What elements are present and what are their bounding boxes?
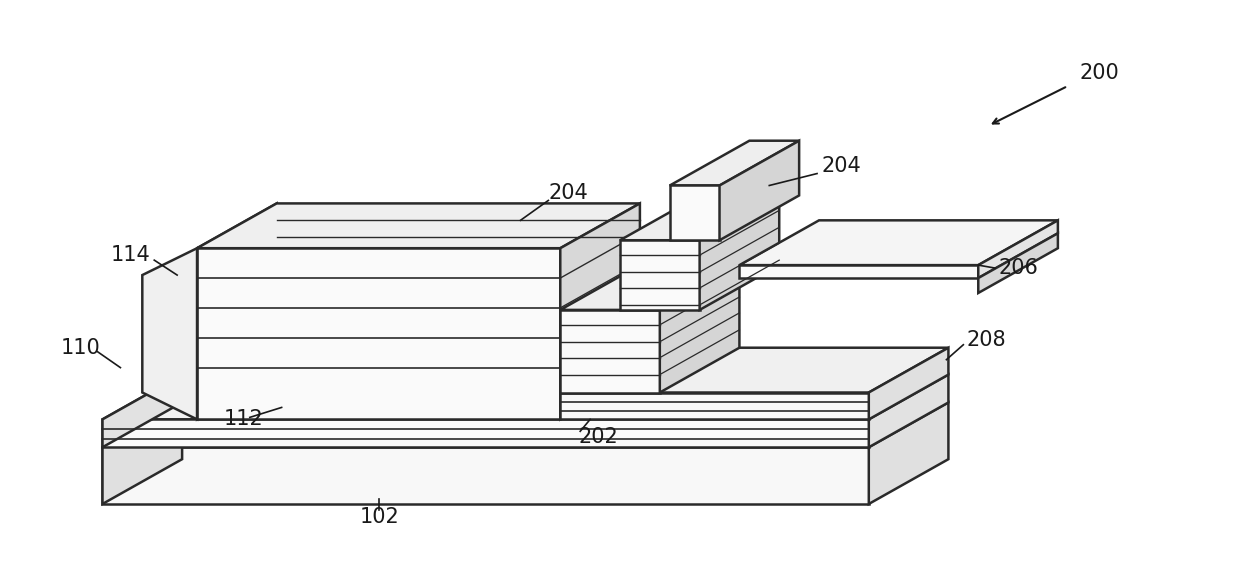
- Polygon shape: [739, 220, 1058, 265]
- Polygon shape: [699, 195, 779, 310]
- Polygon shape: [560, 265, 739, 310]
- Polygon shape: [869, 375, 949, 447]
- Polygon shape: [103, 375, 949, 420]
- Text: 204: 204: [548, 183, 588, 203]
- Polygon shape: [560, 310, 660, 392]
- Polygon shape: [739, 265, 978, 278]
- Polygon shape: [197, 203, 277, 420]
- Text: 202: 202: [578, 427, 618, 447]
- Polygon shape: [143, 248, 197, 420]
- Text: 102: 102: [360, 507, 399, 527]
- Polygon shape: [869, 402, 949, 504]
- Polygon shape: [978, 234, 1058, 293]
- Polygon shape: [660, 265, 739, 392]
- Text: 204: 204: [821, 155, 861, 176]
- Polygon shape: [560, 348, 949, 392]
- Text: 112: 112: [224, 409, 264, 429]
- Text: 206: 206: [998, 258, 1038, 278]
- Polygon shape: [103, 447, 869, 504]
- Polygon shape: [560, 203, 640, 420]
- Polygon shape: [197, 203, 640, 248]
- Polygon shape: [103, 402, 949, 447]
- Polygon shape: [103, 375, 182, 447]
- Polygon shape: [670, 186, 719, 240]
- Polygon shape: [869, 348, 949, 420]
- Text: 208: 208: [966, 330, 1006, 350]
- Polygon shape: [103, 402, 182, 504]
- Text: 114: 114: [110, 245, 150, 265]
- Polygon shape: [670, 140, 799, 186]
- Polygon shape: [620, 240, 699, 310]
- Polygon shape: [197, 248, 560, 420]
- Polygon shape: [103, 420, 869, 447]
- Polygon shape: [560, 392, 869, 420]
- Polygon shape: [719, 140, 799, 240]
- Polygon shape: [978, 220, 1058, 278]
- Text: 110: 110: [61, 338, 100, 358]
- Text: 200: 200: [1080, 63, 1120, 83]
- Polygon shape: [620, 195, 779, 240]
